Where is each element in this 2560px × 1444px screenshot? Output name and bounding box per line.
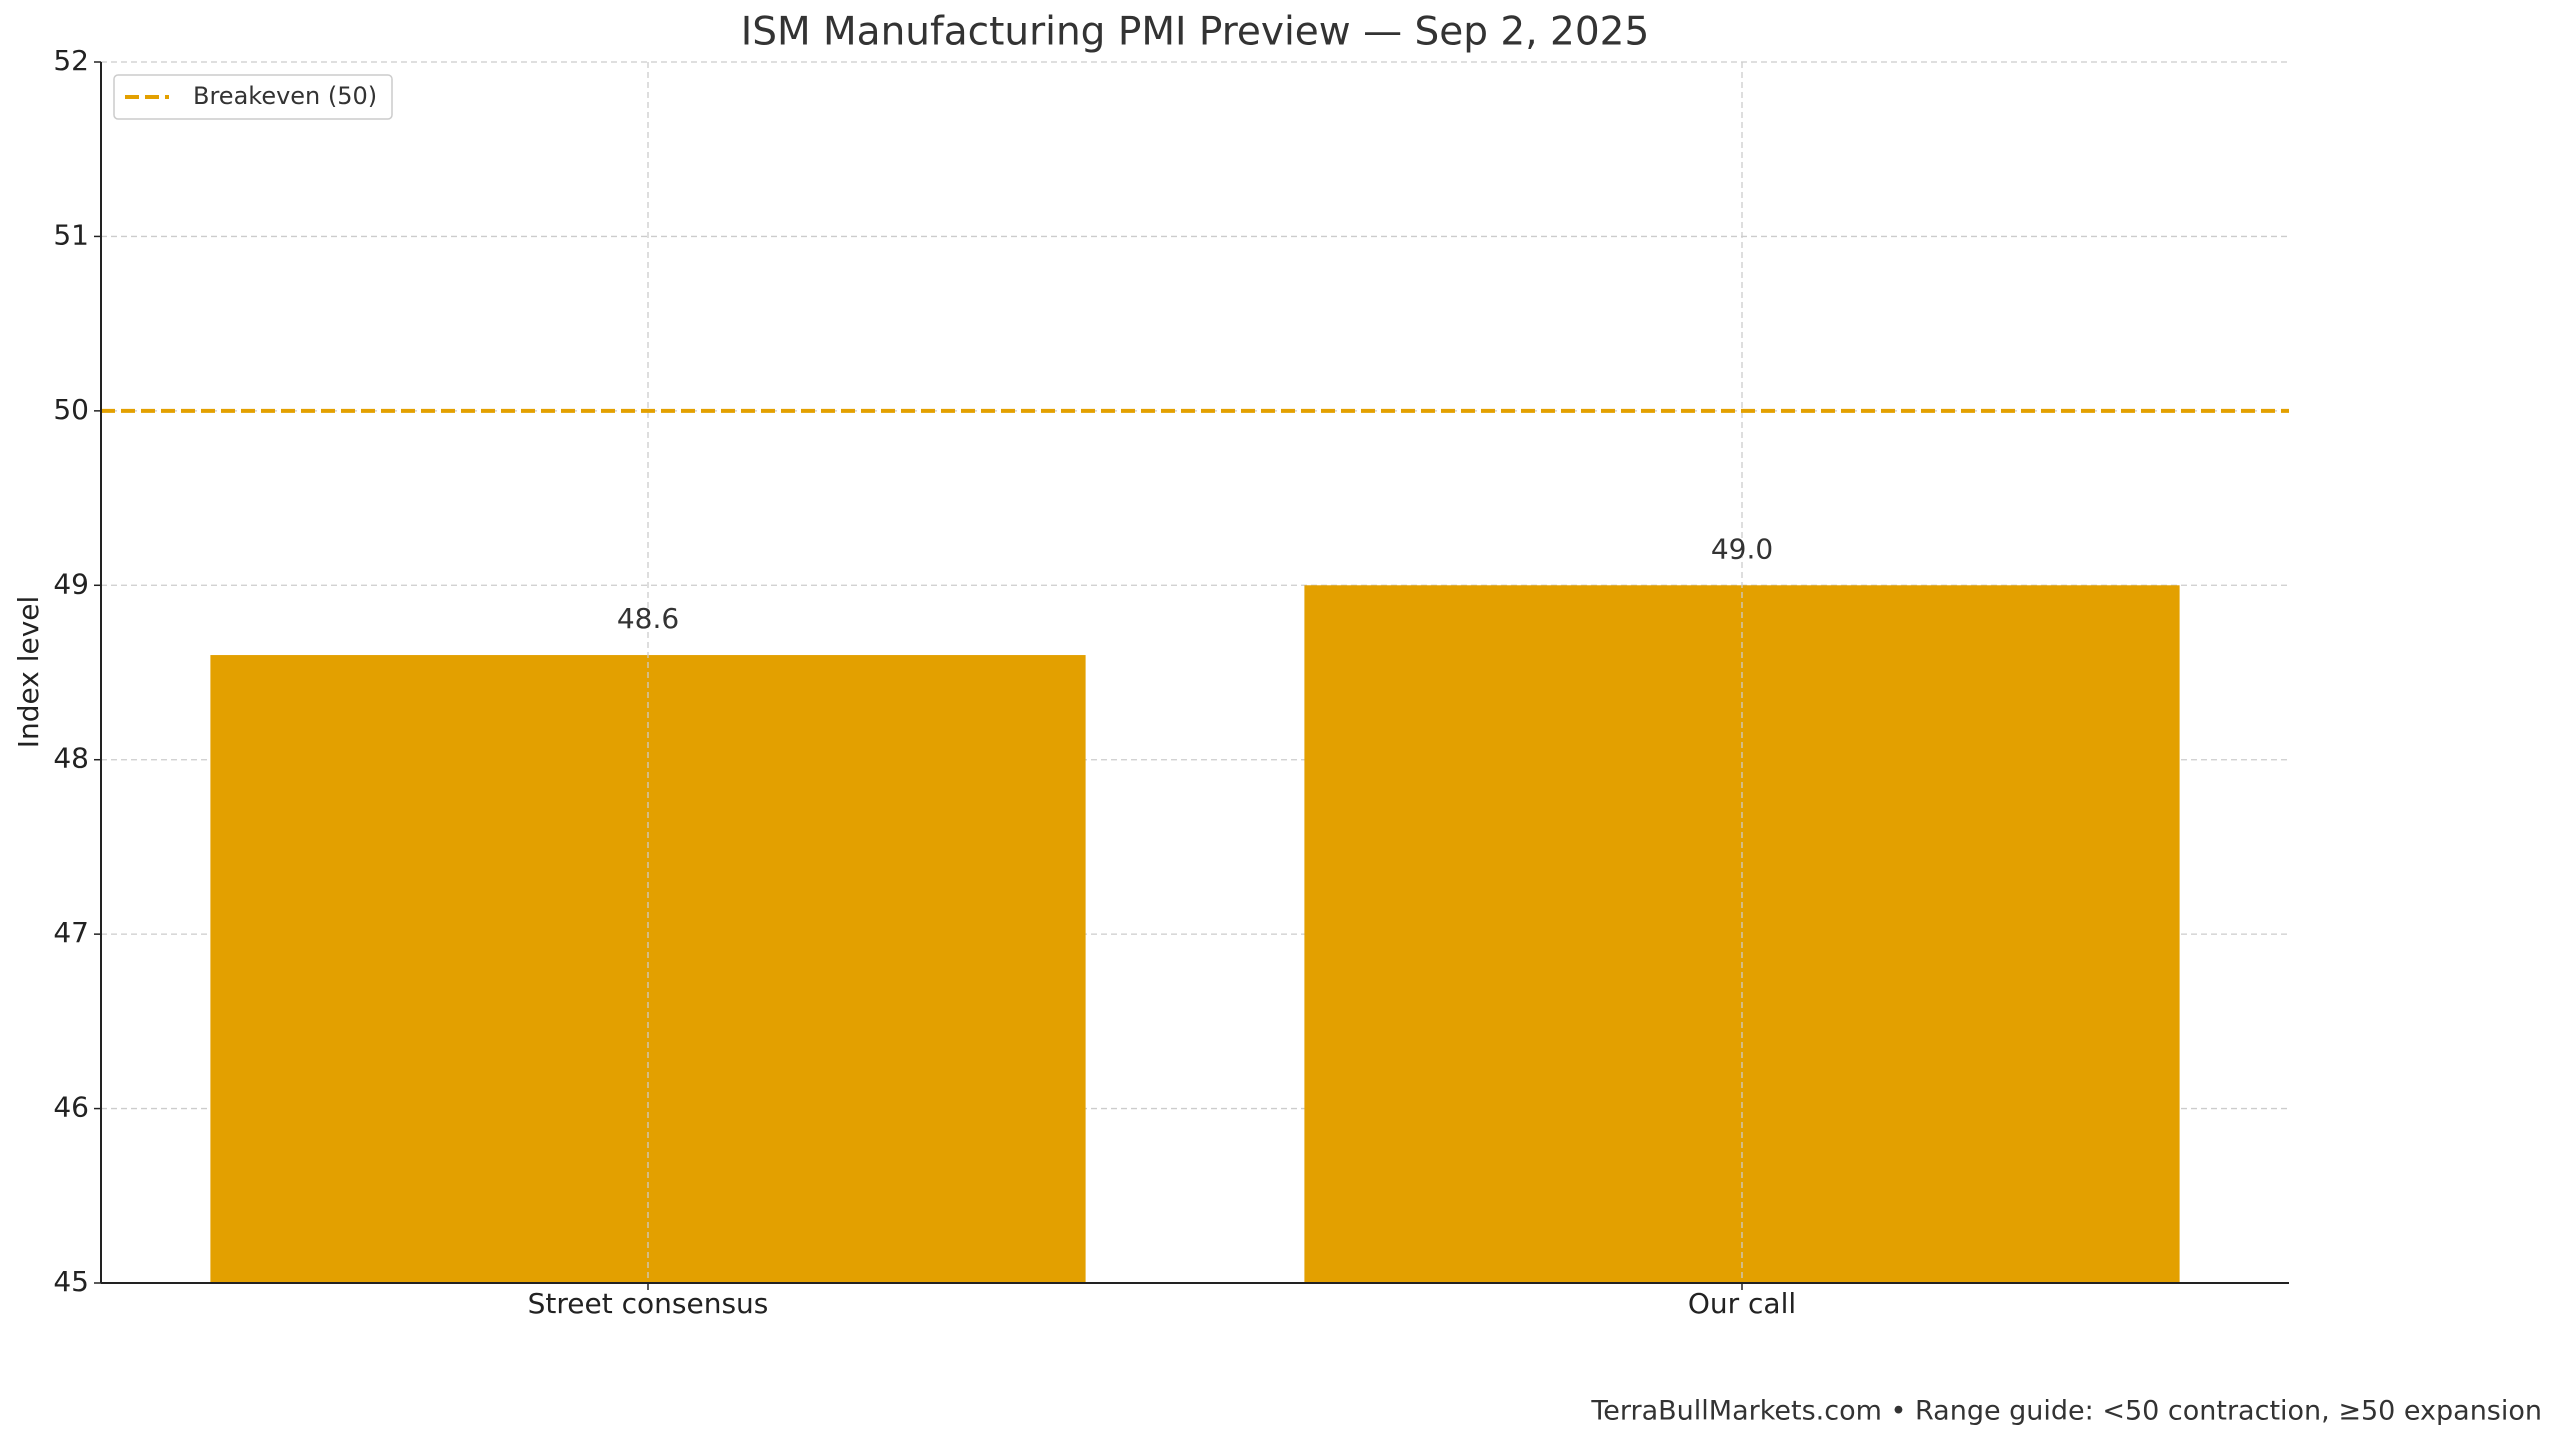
chart-title: ISM Manufacturing PMI Preview — Sep 2, 2… (741, 10, 1650, 55)
y-axis-label: Index level (12, 596, 45, 749)
y-tick-label: 46 (53, 1091, 89, 1124)
legend-box (113, 74, 393, 120)
y-tick-label: 47 (53, 916, 89, 949)
footer: TerraBullMarkets.com • Range guide: <50 … (1590, 1396, 2542, 1427)
y-tick-label: 45 (53, 1265, 89, 1298)
bar (210, 655, 1086, 1283)
value-label: 48.6 (617, 602, 679, 635)
y-tick-label: 51 (53, 218, 89, 251)
x-tick-label: Street consensus (528, 1287, 769, 1320)
y-tick-label: 48 (53, 742, 89, 775)
y-tick-label: 49 (53, 567, 89, 600)
value-label: 49.0 (1711, 532, 1773, 565)
legend-label: Breakeven (50) (193, 82, 377, 110)
x-tick-label: Our call (1688, 1287, 1796, 1320)
y-tick-label: 50 (53, 393, 89, 426)
y-tick-label: 52 (53, 44, 89, 77)
